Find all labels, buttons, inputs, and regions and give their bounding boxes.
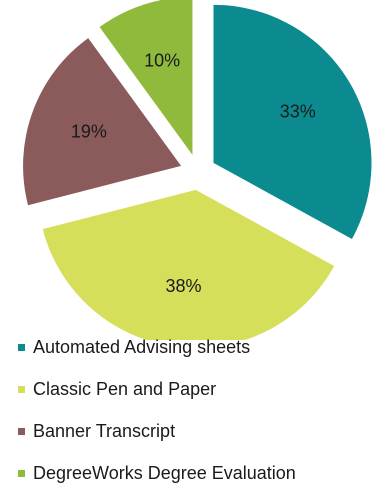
legend-item: Classic Pen and Paper [18, 374, 383, 404]
legend-item: DegreeWorks Degree Evaluation [18, 458, 383, 488]
slice-value-label: 38% [165, 276, 201, 296]
slice-value-label: 19% [71, 121, 107, 141]
legend-swatch [18, 469, 25, 477]
legend-swatch [18, 385, 25, 393]
legend-label: Classic Pen and Paper [33, 378, 217, 399]
legend-swatch [18, 427, 25, 435]
slice-value-label: 10% [144, 50, 180, 70]
pie-slice [42, 189, 335, 340]
pie-slice [213, 4, 372, 239]
legend-swatch [18, 343, 25, 351]
legend: Automated Advising sheets Classic Pen an… [18, 332, 383, 500]
legend-label: Automated Advising sheets [33, 336, 251, 357]
legend-item: Automated Advising sheets [18, 332, 383, 362]
pie-chart: 33% 38% 19% 10% [23, 0, 372, 340]
legend-label: DegreeWorks Degree Evaluation [33, 462, 296, 483]
legend-item: Banner Transcript [18, 416, 383, 446]
slice-value-label: 33% [280, 102, 316, 122]
legend-label: Banner Transcript [33, 420, 176, 441]
pie-slice [23, 38, 182, 206]
pie-slice [99, 0, 193, 155]
